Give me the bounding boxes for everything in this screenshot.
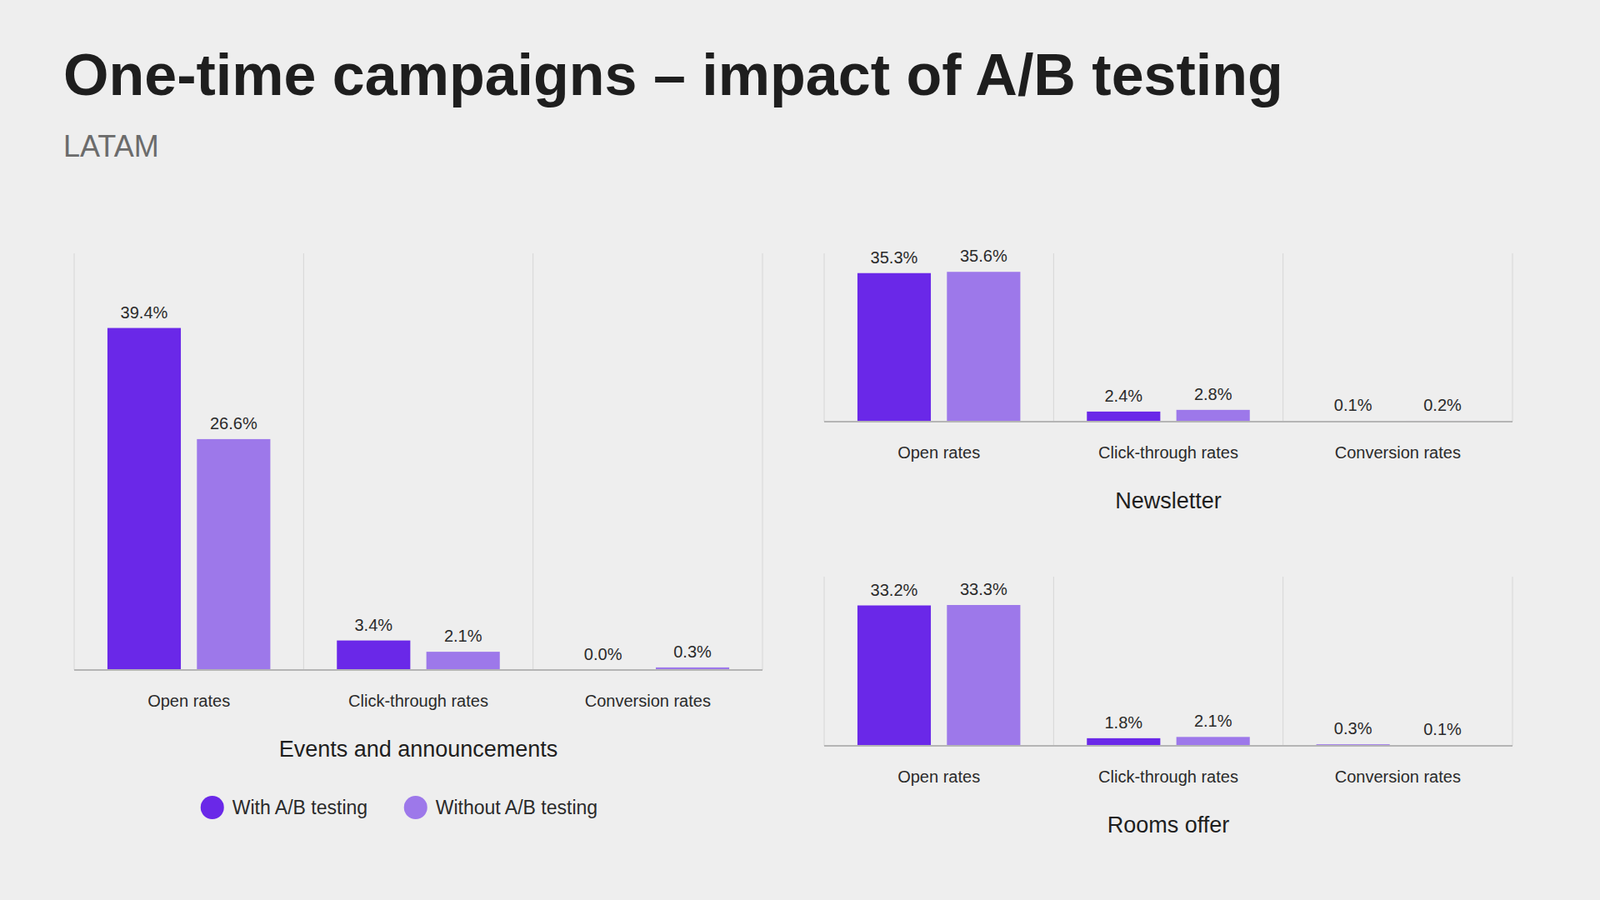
page-title: One-time campaigns – impact of A/B testi… bbox=[63, 42, 1284, 108]
category-separator bbox=[74, 253, 75, 670]
chart-title: Newsletter bbox=[1115, 488, 1222, 514]
chart-title: Events and announcements bbox=[279, 736, 559, 762]
category-separator bbox=[762, 253, 764, 670]
bar bbox=[1176, 736, 1250, 746]
data-label: 0.0% bbox=[584, 645, 623, 664]
data-label: 0.3% bbox=[1334, 719, 1373, 738]
category-separator bbox=[303, 253, 305, 670]
data-label: 2.4% bbox=[1105, 386, 1144, 405]
category-separator bbox=[824, 253, 825, 422]
data-label: 26.6% bbox=[210, 414, 258, 433]
category-separator bbox=[1512, 576, 1514, 746]
category-label: Conversion rates bbox=[585, 691, 711, 710]
category-label: Click-through rates bbox=[1098, 767, 1239, 786]
data-label: 0.1% bbox=[1423, 720, 1462, 739]
category-label: Open rates bbox=[147, 691, 230, 710]
category-separator bbox=[1512, 253, 1514, 422]
bar bbox=[857, 605, 931, 746]
category-label: Open rates bbox=[897, 443, 980, 462]
bar bbox=[1176, 410, 1250, 422]
bars bbox=[107, 328, 730, 670]
data-label: 33.3% bbox=[960, 580, 1008, 599]
axis-line bbox=[824, 745, 1513, 747]
data-label: 0.2% bbox=[1423, 395, 1462, 415]
bar bbox=[426, 651, 500, 670]
legend-label: With A/B testing bbox=[232, 796, 368, 819]
bar bbox=[196, 439, 270, 670]
bar bbox=[336, 640, 410, 670]
bars bbox=[857, 605, 1480, 746]
category-label: Conversion rates bbox=[1335, 767, 1461, 786]
labels: 39.4% 3.4% 0.0% 26.6% 2.1% 0.3% Open rates Clic… bbox=[120, 303, 712, 762]
data-label: 0.3% bbox=[673, 642, 712, 661]
axis-line bbox=[74, 669, 763, 671]
legend-swatch bbox=[404, 795, 428, 820]
background bbox=[0, 0, 1600, 900]
page-subtitle: LATAM bbox=[63, 129, 160, 164]
data-label: 39.4% bbox=[120, 303, 169, 322]
category-label: Click-through rates bbox=[348, 691, 489, 710]
bar bbox=[946, 605, 1020, 746]
category-separator bbox=[1053, 576, 1055, 746]
data-label: 2.1% bbox=[444, 626, 483, 645]
data-label: 3.4% bbox=[355, 615, 394, 635]
category-label: Click-through rates bbox=[1098, 443, 1239, 462]
category-separator bbox=[532, 253, 534, 670]
data-label: 0.1% bbox=[1334, 395, 1373, 415]
labels: 35.3% 2.4% 0.1% 35.6% 2.8% 0.2% Open rates Clic… bbox=[870, 246, 1462, 514]
bar bbox=[946, 271, 1020, 422]
data-label: 1.8% bbox=[1105, 713, 1144, 732]
category-separator bbox=[1282, 576, 1284, 746]
data-label: 35.6% bbox=[960, 246, 1008, 265]
axis-line bbox=[824, 420, 1513, 423]
category-label: Conversion rates bbox=[1335, 443, 1461, 462]
legend-swatch bbox=[200, 795, 225, 820]
data-label: 33.2% bbox=[870, 580, 919, 600]
data-label: 35.3% bbox=[870, 248, 919, 267]
chart: 39.4% 3.4% 0.0% 26.6% 2.1% 0.3% Open rates Clic… bbox=[74, 253, 763, 820]
data-label: 2.8% bbox=[1194, 385, 1233, 404]
bar bbox=[1086, 411, 1160, 422]
data-label: 2.1% bbox=[1194, 711, 1233, 730]
legend-label: Without A/B testing bbox=[435, 796, 598, 819]
bar bbox=[107, 328, 181, 670]
bars bbox=[857, 271, 1480, 422]
labels: 33.2% 1.8% 0.3% 33.3% 2.1% 0.1% Open rates Clic… bbox=[870, 580, 1462, 838]
chart: 35.3% 2.4% 0.1% 35.6% 2.8% 0.2% Open rates Clic… bbox=[824, 246, 1513, 514]
category-separator bbox=[1053, 253, 1055, 422]
category-label: Open rates bbox=[897, 767, 980, 786]
category-separator bbox=[1282, 253, 1284, 422]
bar bbox=[857, 273, 931, 422]
bar bbox=[1086, 738, 1160, 746]
legend: With A/B testing Without A/B testing bbox=[200, 795, 598, 820]
page: One-time campaigns – impact of A/B testi… bbox=[0, 0, 1600, 900]
category-separator bbox=[824, 576, 825, 746]
chart-title: Rooms offer bbox=[1107, 812, 1230, 838]
chart: 33.2% 1.8% 0.3% 33.3% 2.1% 0.1% Open rates Clic… bbox=[824, 576, 1513, 838]
